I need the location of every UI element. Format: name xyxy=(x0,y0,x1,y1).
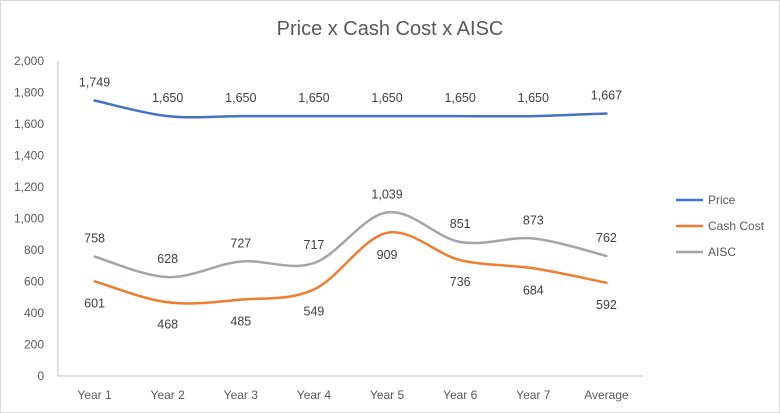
x-tick-label: Average xyxy=(584,388,629,402)
x-tick-label: Year 2 xyxy=(151,388,186,402)
aisc-series-line xyxy=(93,210,608,279)
price-data-label: 1,650 xyxy=(445,91,476,105)
chart-title: Price x Cash Cost x AISC xyxy=(277,18,504,40)
cash-cost-legend-label: Cash Cost xyxy=(708,219,765,233)
y-tick-label: 0 xyxy=(37,369,44,383)
price-data-label: 1,749 xyxy=(79,76,110,90)
y-tick-label: 800 xyxy=(24,243,44,257)
y-tick-label: 1,000 xyxy=(14,212,44,226)
legend: Price Cash Cost AISC xyxy=(676,193,765,259)
aisc-data-label: 758 xyxy=(84,232,105,246)
price-data-label: 1,650 xyxy=(298,91,329,105)
price-data-label: 1,650 xyxy=(225,91,256,105)
aisc-data-label: 628 xyxy=(157,252,178,266)
cash-cost-data-label: 549 xyxy=(304,305,325,319)
x-tick-label: Year 6 xyxy=(443,388,478,402)
price-series-line xyxy=(93,99,608,119)
cash-cost-series-line xyxy=(93,230,608,305)
aisc-data-label: 717 xyxy=(304,238,325,252)
y-tick-label: 400 xyxy=(24,306,44,320)
price-data-label: 1,650 xyxy=(371,91,402,105)
price-data-label: 1,650 xyxy=(518,91,549,105)
aisc-data-label: 727 xyxy=(230,236,251,250)
cash-cost-data-label: 468 xyxy=(157,317,178,331)
aisc-data-label: 762 xyxy=(596,231,617,245)
aisc-data-label: 1,039 xyxy=(371,187,402,201)
aisc-legend-label: AISC xyxy=(708,245,736,259)
y-tick-label: 600 xyxy=(24,275,44,289)
y-tick-label: 1,200 xyxy=(14,180,44,194)
aisc-data-label: 873 xyxy=(523,214,544,228)
price-data-label: 1,667 xyxy=(591,88,622,102)
x-tick-label: Year 4 xyxy=(297,388,332,402)
x-tick-label: Year 1 xyxy=(77,388,112,402)
cash-cost-data-label: 684 xyxy=(523,283,544,297)
cash-cost-data-label: 736 xyxy=(450,275,471,289)
cash-cost-data-label: 592 xyxy=(596,298,617,312)
series-layer xyxy=(93,99,608,305)
price-data-label: 1,650 xyxy=(152,91,183,105)
data-labels: 1,749 1,650 1,650 1,650 1,650 1,650 1,650 1,667… xyxy=(79,76,622,332)
y-tick-label: 1,600 xyxy=(14,117,44,131)
y-tick-label: 2,000 xyxy=(14,54,44,68)
x-axis-ticks: Year 1 Year 2 Year 3 Year 4 Year 5 Year 6 Year… xyxy=(77,388,629,402)
cash-cost-data-label: 485 xyxy=(230,315,251,329)
x-tick-label: Year 7 xyxy=(516,388,551,402)
y-tick-label: 200 xyxy=(24,338,44,352)
aisc-data-label: 851 xyxy=(450,217,471,231)
y-tick-label: 1,800 xyxy=(14,86,44,100)
x-tick-label: Year 3 xyxy=(224,388,259,402)
y-axis-ticks: 0 200 400 600 800 1,000 1,200 1,400 1,600 1,800 2,… xyxy=(14,54,44,383)
cash-cost-data-label: 909 xyxy=(377,248,398,262)
x-tick-label: Year 5 xyxy=(370,388,405,402)
price-legend-label: Price xyxy=(708,193,736,207)
cash-cost-data-label: 601 xyxy=(84,296,105,310)
y-tick-label: 1,400 xyxy=(14,149,44,163)
